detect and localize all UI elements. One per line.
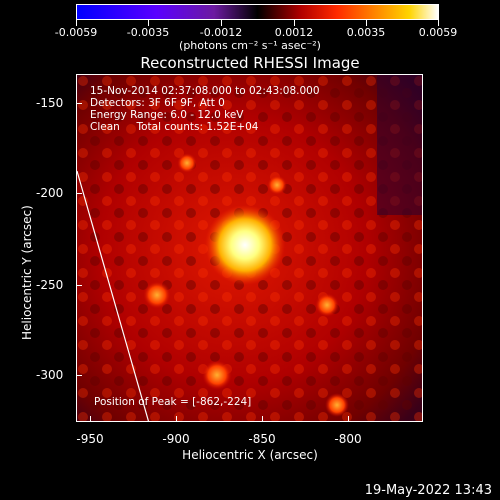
colorbar xyxy=(76,4,439,20)
colorbar-tick xyxy=(294,20,295,26)
heatmap-image xyxy=(77,75,422,421)
colorbar-label: 0.0059 xyxy=(418,26,458,39)
x-tick xyxy=(90,416,91,422)
y-tick-label: -200 xyxy=(36,186,64,200)
colorbar-panel: -0.0059 -0.0035 -0.0012 0.0012 0.0035 0.… xyxy=(0,0,500,60)
x-tick xyxy=(176,416,177,422)
info-line: Detectors: 3F 6F 9F, Att 0 xyxy=(90,97,225,109)
timestamp: 19-May-2022 13:43 xyxy=(364,483,492,498)
image-title: Reconstructed RHESSI Image xyxy=(140,54,360,72)
colorbar-units: (photons cm⁻² s⁻¹ asec⁻²) xyxy=(179,39,321,52)
y-tick-label: -150 xyxy=(36,96,64,110)
colorbar-tick xyxy=(221,20,222,26)
y-tick-label: -250 xyxy=(36,278,64,292)
y-tick xyxy=(76,375,82,376)
x-tick-label: -900 xyxy=(162,432,190,446)
colorbar-tick xyxy=(366,20,367,26)
x-tick-label: -800 xyxy=(334,432,362,446)
info-line: Clean Total counts: 1.52E+04 xyxy=(90,121,259,133)
y-tick xyxy=(76,193,82,194)
colorbar-tick xyxy=(76,20,77,26)
x-tick xyxy=(348,416,349,422)
colorbar-label: 0.0012 xyxy=(274,26,314,39)
colorbar-label: -0.0012 xyxy=(199,26,243,39)
x-tick-label: -850 xyxy=(248,432,276,446)
x-tick-label: -950 xyxy=(76,432,104,446)
colorbar-label: -0.0035 xyxy=(126,26,170,39)
x-axis-label: Heliocentric X (arcsec) xyxy=(182,448,318,462)
solar-image xyxy=(76,74,423,422)
info-line: 15-Nov-2014 02:37:08.000 to 02:43:08.000 xyxy=(90,85,320,97)
y-tick xyxy=(76,285,82,286)
y-axis-label: Heliocentric Y (arcsec) xyxy=(20,205,34,340)
y-tick-label: -300 xyxy=(36,368,64,382)
colorbar-tick xyxy=(148,20,149,26)
x-tick xyxy=(262,416,263,422)
colorbar-tick xyxy=(438,20,439,26)
peak-position: Position of Peak = [-862,-224] xyxy=(94,396,252,408)
colorbar-label: -0.0059 xyxy=(54,26,98,39)
colorbar-label: 0.0035 xyxy=(346,26,386,39)
limb-line xyxy=(77,170,150,421)
info-line: Energy Range: 6.0 - 12.0 keV xyxy=(90,109,244,121)
y-tick xyxy=(76,103,82,104)
